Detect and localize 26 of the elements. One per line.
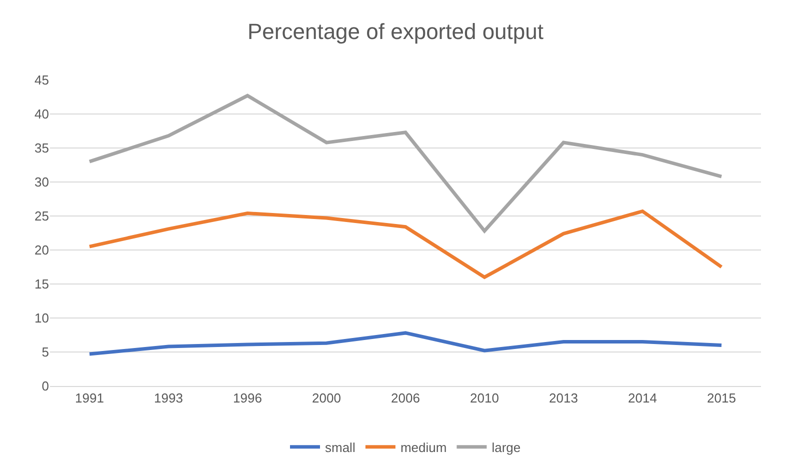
x-tick-label: 2013 bbox=[549, 390, 578, 406]
y-tick-label: 30 bbox=[34, 174, 49, 190]
line-series bbox=[88, 94, 724, 233]
y-tick-label: 5 bbox=[42, 344, 49, 360]
y-tick-label: 45 bbox=[34, 72, 49, 88]
legend-label: large bbox=[492, 440, 521, 455]
line-series bbox=[88, 209, 724, 279]
x-tick-label: 2000 bbox=[312, 390, 341, 406]
y-tick-label: 10 bbox=[34, 310, 49, 326]
legend-label: small bbox=[325, 440, 356, 455]
x-tick-label: 2010 bbox=[470, 390, 499, 406]
x-tick-label: 2014 bbox=[628, 390, 657, 406]
y-tick-label: 15 bbox=[34, 276, 49, 292]
legend-label: medium bbox=[400, 440, 447, 455]
chart-title: Percentage of exported output bbox=[248, 19, 544, 44]
y-tick-label: 25 bbox=[34, 208, 49, 224]
x-tick-label: 1993 bbox=[154, 390, 183, 406]
line-series bbox=[88, 331, 724, 356]
x-tick-label: 1991 bbox=[75, 390, 104, 406]
y-tick-label: 20 bbox=[34, 242, 49, 258]
x-tick-label: 2015 bbox=[707, 390, 736, 406]
y-tick-label: 0 bbox=[42, 378, 49, 394]
x-tick-label: 2006 bbox=[391, 390, 420, 406]
x-tick-label: 1996 bbox=[233, 390, 262, 406]
y-tick-label: 35 bbox=[34, 140, 49, 156]
y-tick-label: 40 bbox=[34, 106, 49, 122]
